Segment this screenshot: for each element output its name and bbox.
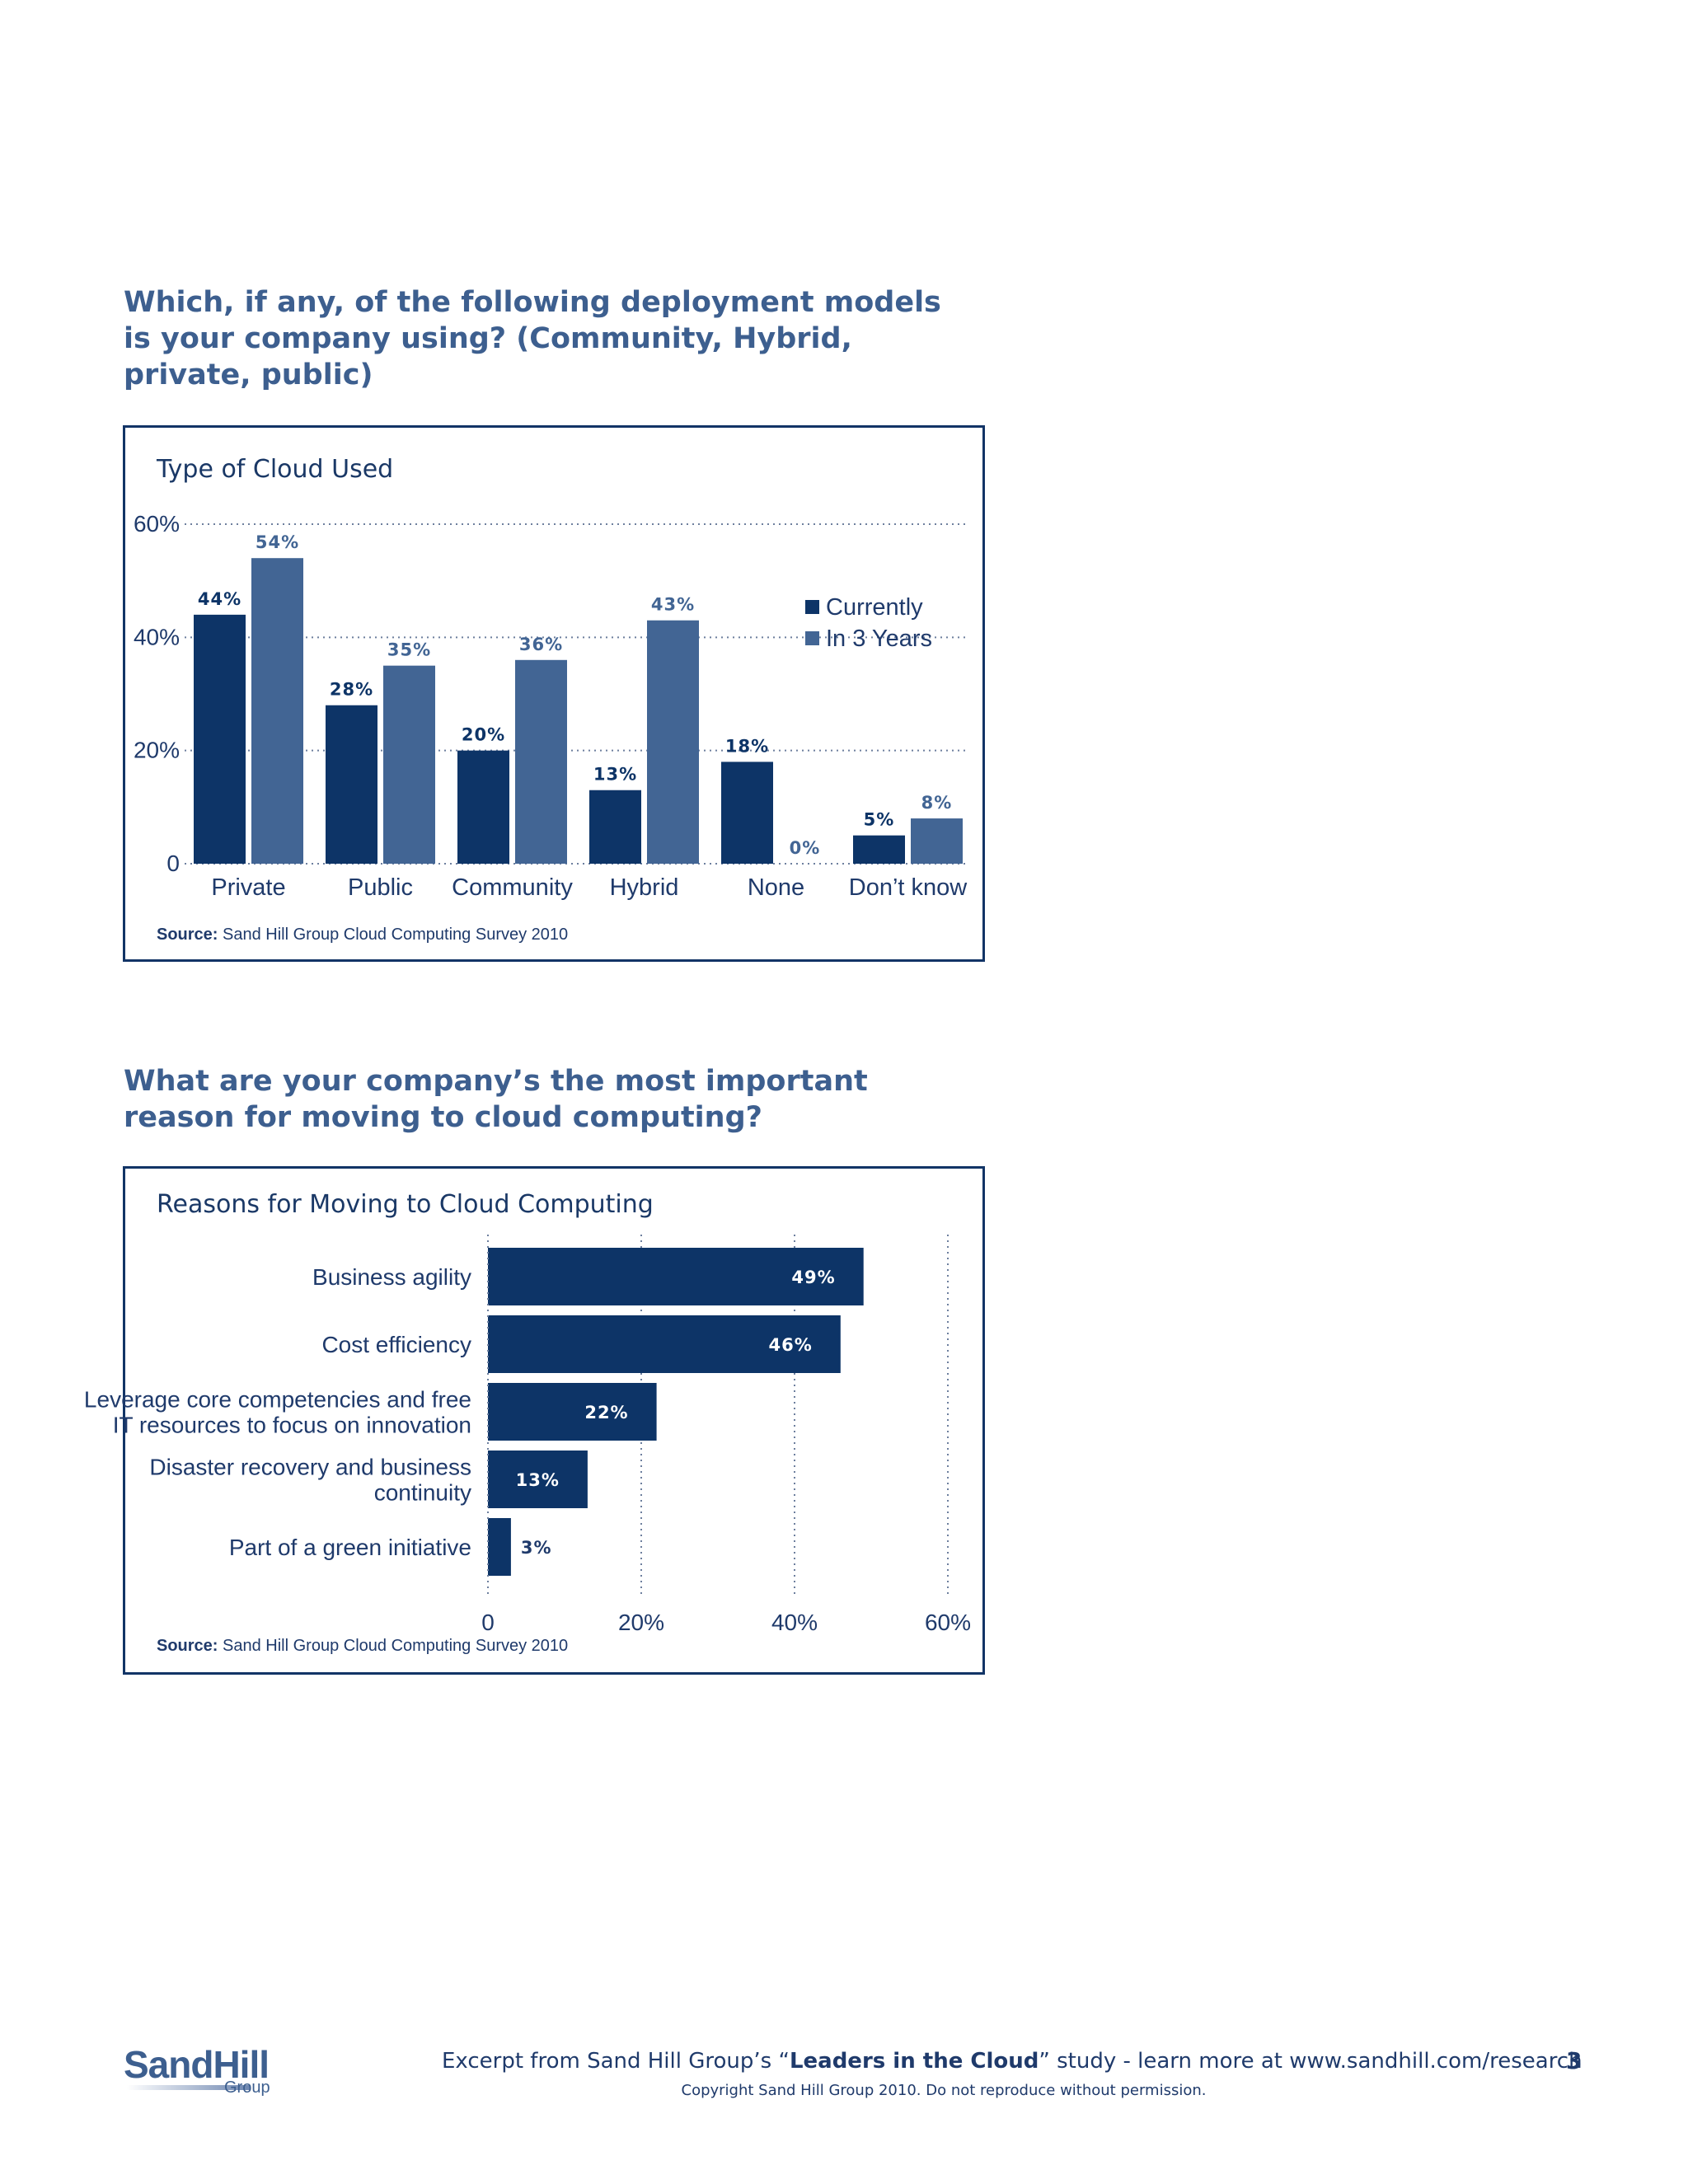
bar-value-label: 18% — [725, 736, 769, 756]
y-category-label-line: Cost efficiency — [321, 1332, 471, 1357]
bar-value-label: 36% — [519, 635, 563, 654]
bar-value-label: 5% — [864, 810, 895, 830]
y-category-label-line: continuity — [374, 1480, 471, 1506]
y-category-label: Business agility — [312, 1264, 471, 1290]
bar-in-3-years — [251, 558, 303, 864]
cloud-reasons-bar-chart: 0 20% 40% 60% 49% Business agility 46% Cost eff… — [84, 1235, 971, 1635]
bar-value-label: 8% — [921, 793, 953, 813]
x-tick-label: 20% — [618, 1610, 664, 1635]
bar-currently — [457, 750, 509, 864]
y-tick-label: 20% — [134, 738, 180, 763]
chart-source: Source: Sand Hill Group Cloud Computing … — [157, 926, 568, 944]
bar — [488, 1451, 588, 1508]
page-number: 3 — [1566, 2047, 1582, 2074]
x-category-label: Don’t know — [849, 874, 968, 901]
y-category-label-line: Disaster recovery and business — [149, 1455, 471, 1480]
cloud-type-bar-chart: 0 20% 40% 60% 44% 54% Private 28% 35% Public 20% 36… — [134, 511, 968, 901]
x-tick-label: 0 — [481, 1610, 495, 1635]
y-tick-label: 60% — [134, 511, 180, 537]
x-category-label: Public — [348, 874, 413, 901]
legend-swatch-currently — [805, 600, 819, 614]
bar-in-3-years — [911, 818, 963, 864]
bar-value-label: 3% — [521, 1538, 552, 1558]
bar-currently — [853, 835, 905, 864]
footer-copyright: Copyright Sand Hill Group 2010. Do not r… — [681, 2082, 1207, 2099]
y-category-label-line: Leverage core competencies and free — [84, 1387, 471, 1413]
bar-value-label: 54% — [256, 532, 299, 552]
y-category-label-line: IT resources to focus on innovation — [113, 1413, 471, 1438]
source-label: Source: — [157, 1637, 218, 1655]
chart-panel-cloud-reasons: Reasons for Moving to Cloud Computing 0 2… — [84, 1166, 985, 1675]
y-category-label: Cost efficiency — [321, 1332, 471, 1357]
legend-label: In 3 Years — [826, 626, 932, 652]
bar-currently — [589, 790, 641, 864]
bar-in-3-years — [383, 665, 435, 864]
x-category-label: None — [748, 874, 804, 901]
bar-value-label: 13% — [593, 765, 637, 785]
bar-value-label: 22% — [584, 1403, 628, 1422]
bar — [488, 1383, 657, 1441]
bar-value-label: 0% — [790, 838, 821, 858]
bar-currently — [326, 705, 377, 864]
logo-underline — [127, 2085, 251, 2090]
footer-excerpt: Excerpt from Sand Hill Group’s “Leaders … — [442, 2049, 1582, 2074]
chart-title: Reasons for Moving to Cloud Computing — [157, 1190, 654, 1219]
x-tick-label: 60% — [925, 1610, 971, 1635]
x-category-label: Private — [211, 874, 285, 901]
question-cloud-reasons: What are your company’s the most importa… — [124, 1065, 868, 1134]
excerpt-suffix: ” study - learn more at www.sandhill.com… — [1039, 2049, 1582, 2074]
bar-in-3-years — [647, 620, 699, 864]
bar-value-label: 35% — [387, 640, 431, 660]
x-tick-label: 40% — [771, 1610, 818, 1635]
source-text: Sand Hill Group Cloud Computing Survey 2… — [223, 1637, 569, 1655]
bar-currently — [194, 614, 246, 864]
legend-swatch-in-3-years — [805, 631, 819, 645]
bar-value-label: 28% — [330, 680, 373, 700]
y-category-label-line: Part of a green initiative — [229, 1535, 471, 1560]
bar-in-3-years — [515, 659, 567, 864]
bar — [488, 1248, 864, 1305]
bar-value-label: 43% — [651, 595, 695, 615]
chart-source: Source: Sand Hill Group Cloud Computing … — [157, 1637, 568, 1656]
excerpt-study-name: Leaders in the Cloud — [789, 2049, 1039, 2074]
x-category-label: Hybrid — [610, 874, 679, 901]
question-deployment-models: Which, if any, of the following deployme… — [124, 286, 941, 391]
excerpt-prefix: Excerpt from Sand Hill Group’s “ — [442, 2049, 790, 2074]
sandhill-logo: SandHill Group — [124, 2042, 288, 2097]
y-tick-label: 0 — [166, 851, 180, 876]
y-category-label: Leverage core competencies and free IT re… — [84, 1387, 471, 1438]
logo-main-text: SandHill — [124, 2043, 270, 2086]
bar-value-label: 46% — [769, 1335, 813, 1355]
source-label: Source: — [157, 926, 218, 944]
chart-panel-cloud-type: Type of Cloud Used 0 20% 40% 60% 44% 54% Priva… — [123, 425, 985, 962]
y-category-label: Part of a green initiative — [229, 1535, 471, 1560]
bar-value-label: 49% — [791, 1268, 835, 1287]
y-category-label: Disaster recovery and business continuity — [149, 1455, 471, 1506]
bar-currently — [721, 762, 773, 864]
bar-value-label: 20% — [462, 725, 505, 745]
x-category-label: Community — [452, 874, 573, 901]
legend-label: Currently — [826, 594, 923, 621]
y-category-label-line: Business agility — [312, 1264, 471, 1290]
chart-title: Type of Cloud Used — [157, 455, 394, 484]
y-tick-label: 40% — [134, 624, 180, 649]
logo-sub-text: Group — [224, 2079, 270, 2097]
bar — [488, 1315, 841, 1373]
source-text: Sand Hill Group Cloud Computing Survey 2… — [223, 926, 569, 944]
bar-value-label: 13% — [516, 1470, 560, 1490]
bar — [488, 1518, 511, 1576]
bar-value-label: 44% — [198, 589, 241, 609]
